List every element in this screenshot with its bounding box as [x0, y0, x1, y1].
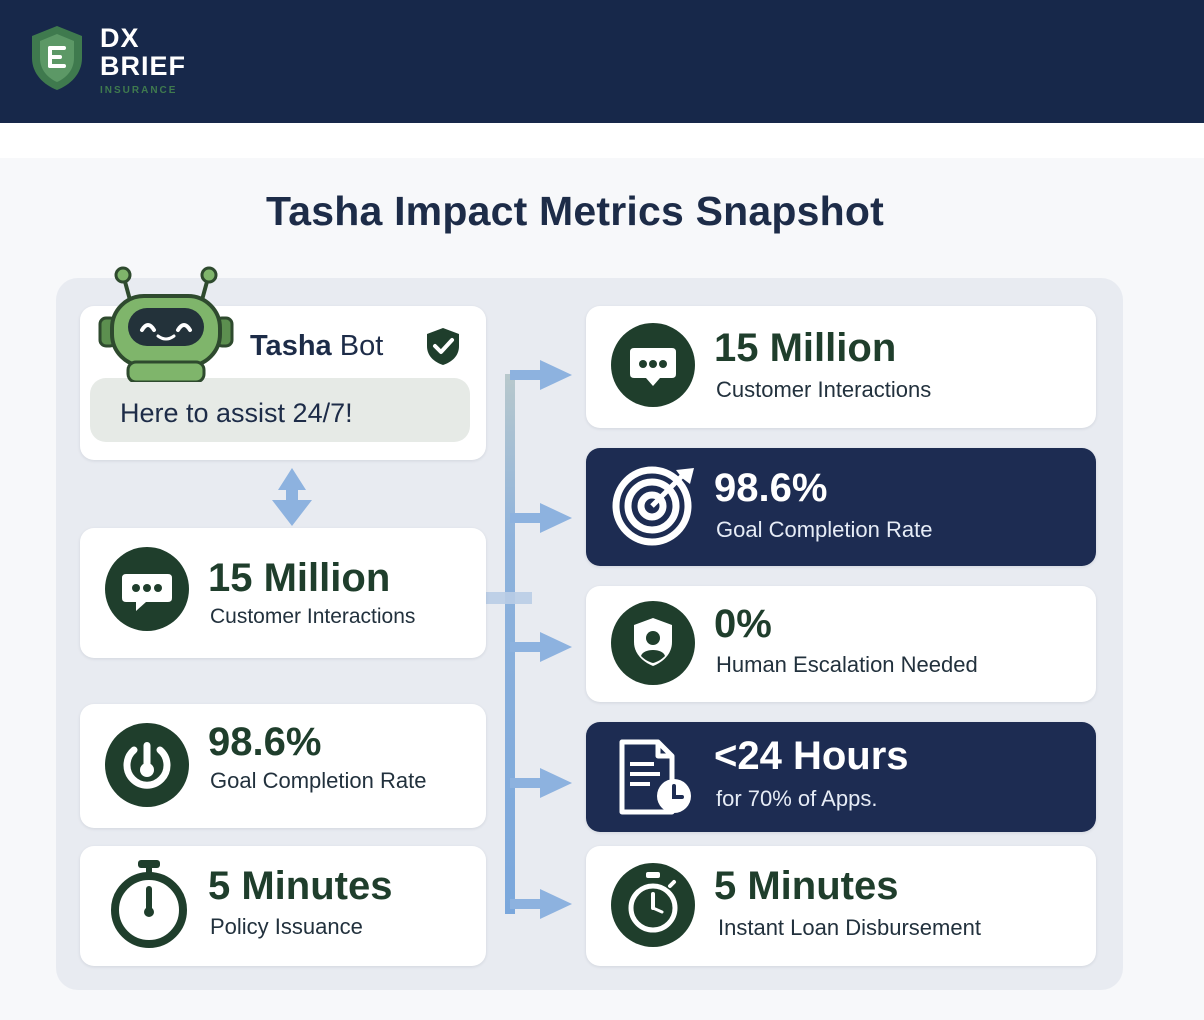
right-metric-label-5: Instant Loan Disbursement	[718, 915, 981, 940]
stopwatch-icon	[611, 863, 695, 947]
target-icon	[612, 466, 694, 546]
robot-avatar-icon	[98, 266, 234, 382]
right-metric-label-1: Customer Interactions	[716, 377, 932, 402]
right-metric-label-4: for 70% of Apps.	[716, 786, 878, 811]
chat-bubble-icon	[105, 547, 189, 631]
right-metric-value-5: 5 Minutes	[714, 864, 899, 908]
bot-greeting: Here to assist 24/7!	[120, 398, 353, 428]
logo-text-dx: DX	[100, 23, 140, 53]
page-title: Tasha Impact Metrics Snapshot	[266, 188, 884, 234]
logo-text-brief: BRIEF	[100, 51, 186, 81]
dx-brief-logo[interactable]: DX BRIEF INSURANCE	[28, 22, 198, 100]
logo-text-insurance: INSURANCE	[100, 85, 178, 96]
shield-user-icon	[611, 601, 695, 685]
bot-name: Tasha Bot	[250, 330, 383, 363]
stopwatch-icon	[111, 860, 187, 948]
left-metric-label-1: Customer Interactions	[210, 605, 416, 628]
right-metric-value-2: 98.6%	[714, 466, 828, 510]
goal-gauge-icon	[105, 723, 189, 807]
verified-shield-icon	[427, 328, 459, 365]
bot-name-rest: Bot	[339, 330, 384, 362]
right-metric-value-3: 0%	[714, 602, 772, 646]
bot-name-bold: Tasha	[250, 330, 332, 362]
top-header-bar: DX BRIEF INSURANCE	[0, 0, 1204, 123]
left-metric-label-2: Goal Completion Rate	[210, 768, 427, 793]
logo-shield-icon	[32, 26, 82, 90]
chat-bubble-icon	[611, 323, 695, 407]
chat-bubble	[90, 378, 470, 442]
right-metric-value-1: 15 Million	[714, 326, 897, 370]
left-metric-value-2: 98.6%	[208, 720, 322, 764]
left-metric-label-3: Policy Issuance	[210, 914, 363, 939]
document-clock-icon	[619, 739, 691, 815]
left-metric-value-3: 5 Minutes	[208, 864, 393, 908]
right-metric-value-4: <24 Hours	[714, 734, 909, 778]
right-metric-label-2: Goal Completion Rate	[716, 517, 933, 542]
right-metric-card-goal	[586, 448, 1096, 566]
right-metric-label-3: Human Escalation Needed	[716, 652, 978, 677]
left-metric-value-1: 15 Million	[208, 556, 391, 600]
